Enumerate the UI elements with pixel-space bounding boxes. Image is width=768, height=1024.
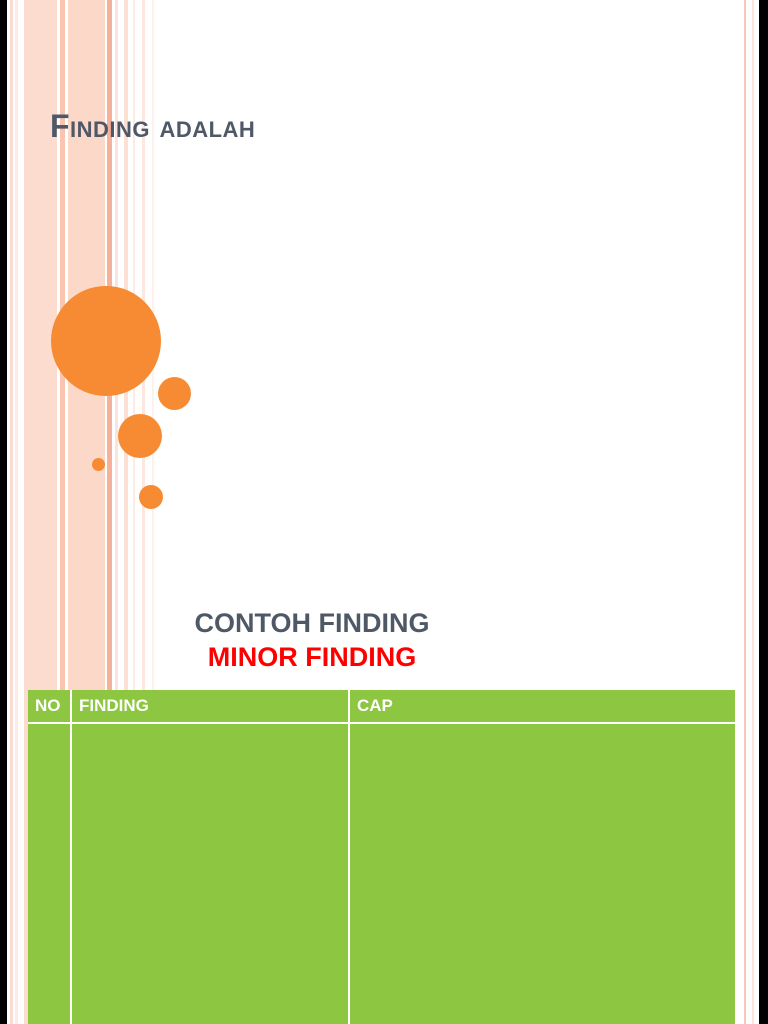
contoh-finding-label: CONTOH FINDING xyxy=(194,608,430,638)
decor-stripe xyxy=(115,0,118,1024)
slide-title: Finding adalah xyxy=(50,108,256,144)
finding-table: NO FINDING CAP xyxy=(28,690,735,1024)
decor-stripe xyxy=(60,0,65,1024)
minor-finding-label: MINOR FINDING xyxy=(207,642,417,672)
decor-circle-small xyxy=(92,458,105,471)
decor-stripe xyxy=(15,0,18,1024)
decor-stripe xyxy=(133,0,135,1024)
decor-stripe xyxy=(124,0,128,1024)
table-cell-finding xyxy=(72,724,348,1024)
right-edge-bar xyxy=(759,0,768,1024)
decor-circle-small xyxy=(139,485,163,509)
decor-circle-large xyxy=(51,286,161,396)
decor-stripe xyxy=(142,0,145,1024)
decor-stripe xyxy=(107,0,112,1024)
decor-stripe-right xyxy=(744,0,746,1024)
left-edge-bar xyxy=(0,0,7,1024)
decor-circle-medium xyxy=(158,377,191,410)
table-cell-no xyxy=(28,724,70,1024)
subtitle-block: CONTOH FINDING MINOR FINDING xyxy=(112,606,512,674)
table-header-no: NO xyxy=(28,690,70,722)
table-header-cap: CAP xyxy=(350,690,735,722)
decor-stripe xyxy=(152,0,154,1024)
table-header-finding: FINDING xyxy=(72,690,348,722)
decor-circle-medium xyxy=(118,414,162,458)
table-cell-cap xyxy=(350,724,735,1024)
decor-stripe-right xyxy=(752,0,754,1024)
decor-stripe xyxy=(10,0,13,1024)
